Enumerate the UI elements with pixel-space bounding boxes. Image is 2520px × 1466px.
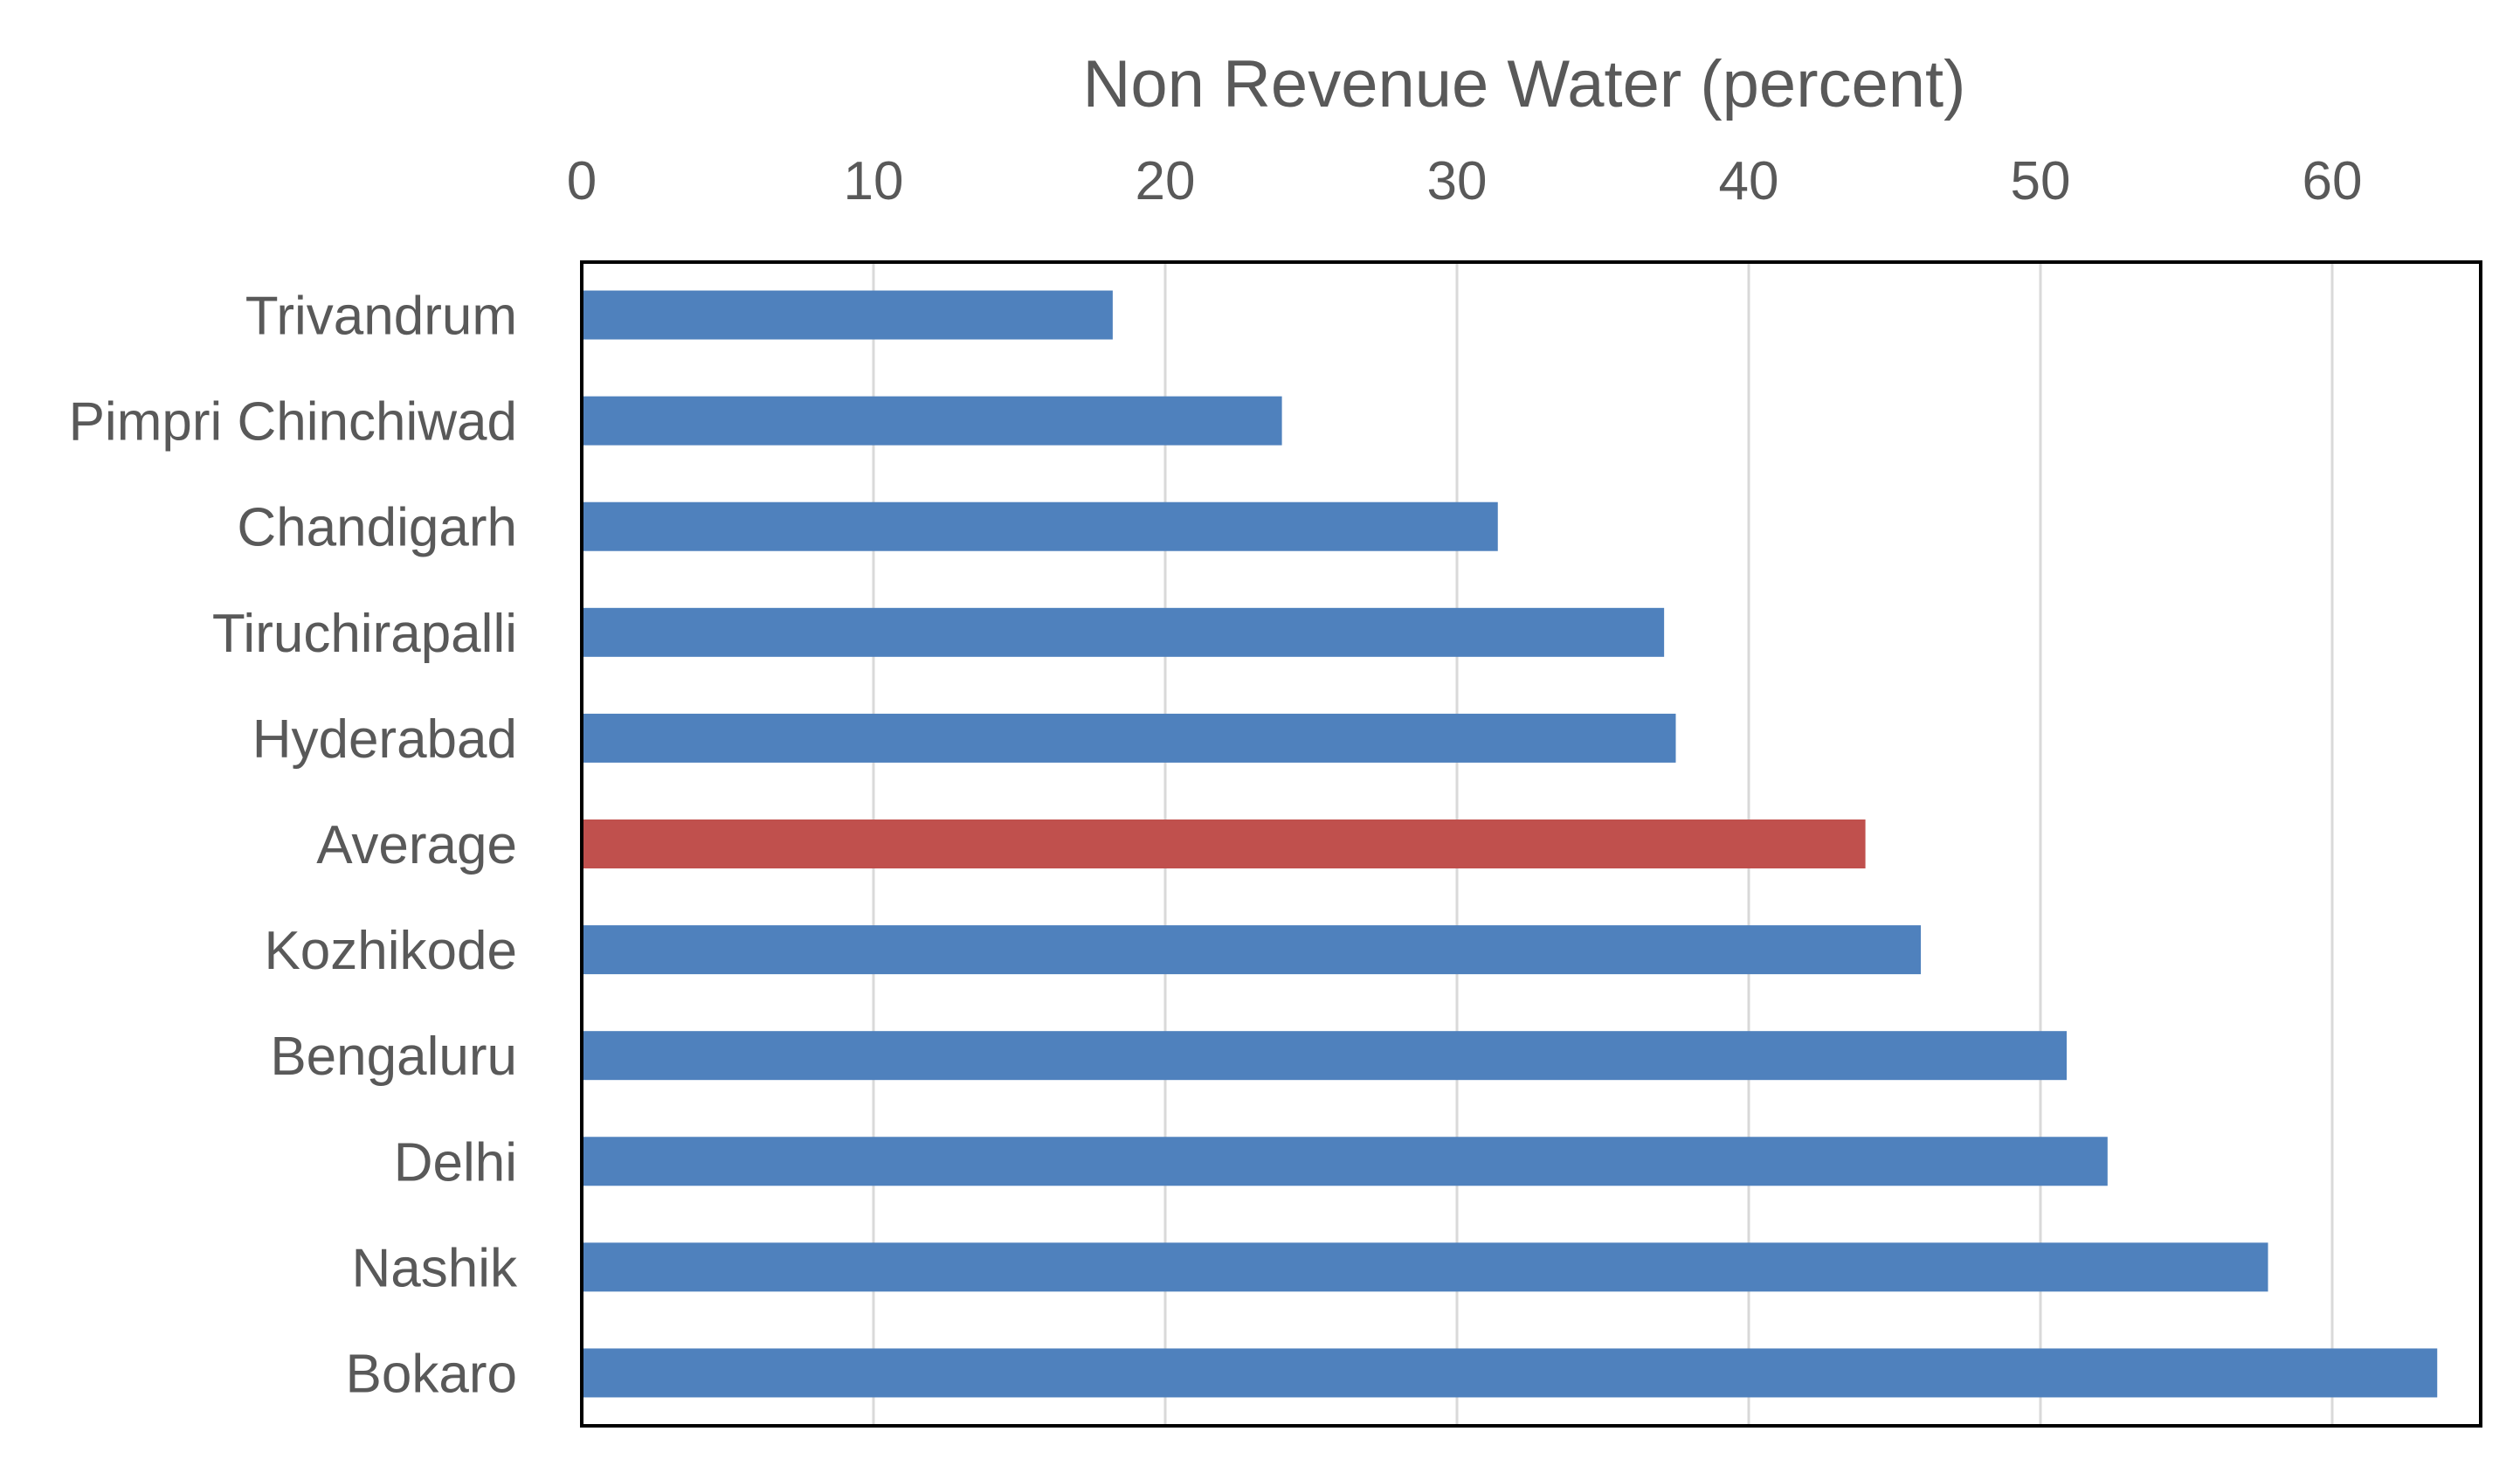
bars <box>582 290 2438 1398</box>
x-tick-label: 40 <box>1719 151 1779 211</box>
y-axis-categories: Trivandrum Pimpri Chinchiwad Chandigarh Tir… <box>69 287 518 1405</box>
category-label: Chandigarh <box>237 498 517 558</box>
bar-bengaluru <box>582 1031 2068 1081</box>
category-label: Delhi <box>394 1132 517 1193</box>
bar-bokaro <box>582 1348 2438 1398</box>
category-label: Pimpri Chinchiwad <box>69 392 517 453</box>
category-label: Kozhikode <box>264 921 517 981</box>
bar-kozhikode <box>582 925 1922 975</box>
bar-average <box>582 819 1866 868</box>
bar-tiruchirapalli <box>582 607 1665 657</box>
x-tick-label: 50 <box>2011 151 2071 211</box>
category-label: Hyderabad <box>252 709 517 770</box>
x-axis-title: Non Revenue Water (percent) <box>1083 47 1966 121</box>
category-label: Trivandrum <box>245 287 517 347</box>
x-tick-label: 30 <box>1427 151 1488 211</box>
bar-hyderabad <box>582 713 1676 763</box>
x-axis-ticks: 0 10 20 30 40 50 60 <box>567 151 2363 211</box>
bar-nashik <box>582 1242 2268 1292</box>
category-label: Tiruchirapalli <box>212 604 517 664</box>
x-tick-label: 60 <box>2303 151 2363 211</box>
category-label: Bokaro <box>346 1344 517 1404</box>
x-tick-label: 20 <box>1136 151 1196 211</box>
bar-chandigarh <box>582 501 1498 551</box>
bar-delhi <box>582 1137 2108 1186</box>
category-label: Nashik <box>351 1238 518 1298</box>
bar-pimpri-chinchiwad <box>582 396 1282 446</box>
x-tick-label: 0 <box>567 151 597 211</box>
x-tick-label: 10 <box>844 151 904 211</box>
plot-frame <box>580 260 2482 1428</box>
bar-trivandrum <box>582 290 1113 340</box>
category-label: Average <box>316 815 517 875</box>
category-label: Bengaluru <box>270 1027 517 1087</box>
